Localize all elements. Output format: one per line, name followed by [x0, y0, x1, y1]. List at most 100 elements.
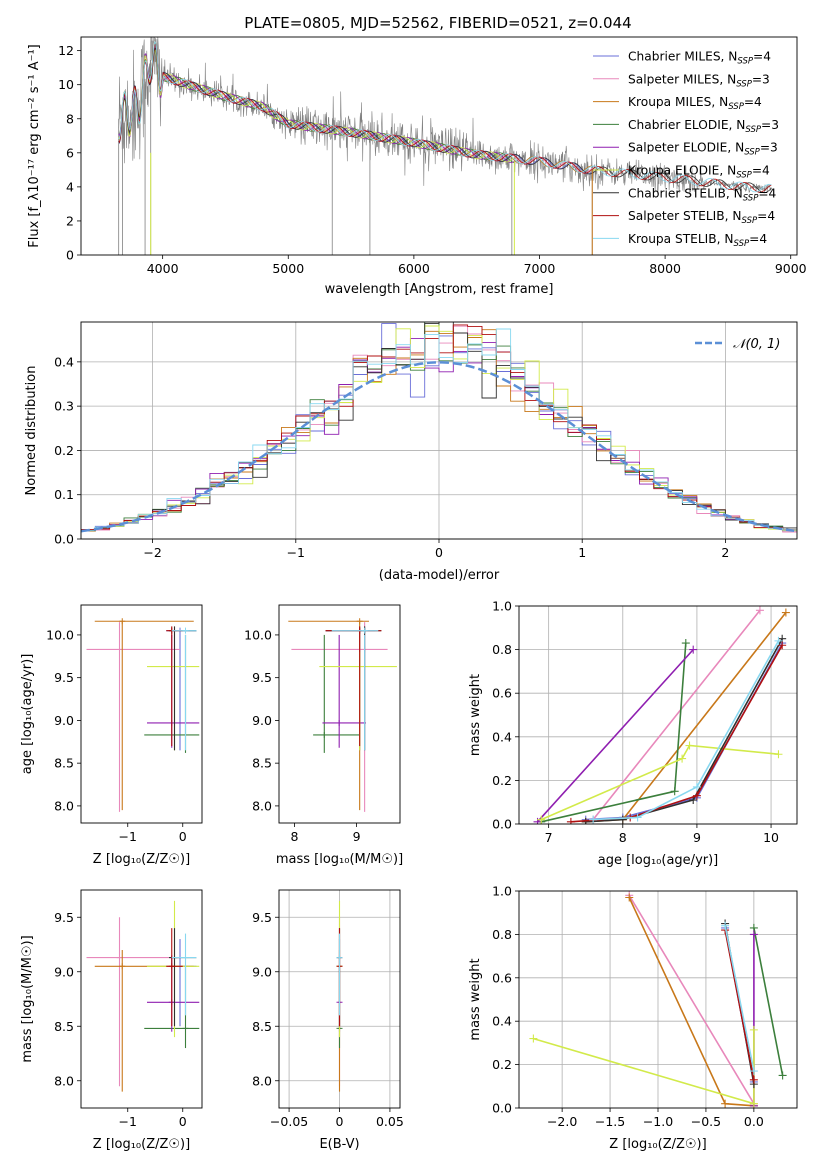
data-point: [361, 627, 368, 634]
y-tick-label: 4: [66, 179, 74, 194]
y-tick-label: 0.8: [492, 642, 512, 657]
series-line-salpeter-miles: [592, 609, 761, 821]
series-marker: [778, 1071, 787, 1080]
series-marker: [749, 1075, 758, 1084]
series-marker: [529, 1034, 538, 1043]
x-tick-label: −1: [119, 1114, 137, 1129]
model-line-kroupa-elodie: [118, 49, 515, 163]
hist-step-chabrier-elodie: [81, 322, 797, 532]
series-line-chabrier-stelib: [585, 638, 783, 823]
x-tick-label: 4000: [147, 261, 179, 276]
age-vs-mass-axes: 8 9 8.0 8.5 9.0 9.5 10.0 mass [log₁₀(M/M☉)]: [244, 604, 403, 867]
x-tick-label: 8: [291, 829, 299, 844]
series-marker: [721, 921, 730, 930]
plot-area: [336, 900, 343, 1092]
x-tick-label: 10: [763, 830, 779, 845]
x-axis-label: Z [log₁₀(Z/Z☉)]: [609, 1137, 706, 1152]
x-tick-label: 0: [179, 1114, 187, 1129]
y-axis-label: mass [log₁₀(M/M☉)]: [20, 935, 35, 1062]
x-tick-label: 8: [619, 830, 627, 845]
legend: Chabrier MILES, NSSP=4 Salpeter MILES, NS…: [593, 50, 779, 249]
series-marker: [781, 608, 790, 617]
data-point: [116, 646, 123, 653]
x-axis-label: Z [log₁₀(Z/Z☉)]: [93, 1137, 190, 1152]
x-tick-label: 0: [435, 545, 443, 560]
y-tick-label: 0.6: [492, 686, 512, 701]
x-tick-label: −2: [143, 545, 161, 560]
series-marker: [692, 791, 701, 800]
series-marker: [678, 754, 687, 763]
weight-vs-z-axes: −2.0 −1.5 −1.0 −0.5 0.0 0.0 0.2 0.4 0.6 0.8 1.0 Z […: [468, 884, 798, 1152]
legend-entry: Salpeter MILES, NSSP=3: [628, 72, 770, 89]
y-tick-label: 8.0: [252, 1073, 272, 1088]
legend-entry: Salpeter ELODIE, NSSP=3: [628, 141, 778, 158]
series-marker: [692, 782, 701, 791]
series-marker: [749, 930, 758, 939]
y-tick-label: 0.0: [492, 817, 512, 832]
axes-frame: [518, 890, 798, 1109]
y-tick-label: 0.0: [54, 532, 74, 547]
series-line-kroupa-elodie: [540, 744, 779, 821]
series-marker: [774, 636, 783, 645]
y-axis-label: mass weight: [468, 958, 483, 1040]
x-tick-label: −0.05: [270, 1114, 308, 1129]
plot-area: [529, 891, 787, 1108]
y-tick-label: 0.0: [492, 1101, 512, 1116]
series-marker: [755, 606, 764, 615]
y-tick-label: 0.4: [492, 729, 512, 744]
y-tick-label: 9.0: [54, 713, 74, 728]
series-marker: [685, 741, 694, 750]
legend-entry: Kroupa MILES, NSSP=4: [628, 95, 762, 112]
x-axis-label: wavelength [Angstrom, rest frame]: [325, 282, 554, 297]
axes-frame: [80, 321, 798, 540]
series-marker: [618, 815, 627, 824]
series-line-salpeter-stelib: [570, 644, 783, 823]
legend-entry: Chabrier STELIB, NSSP=4: [628, 186, 777, 203]
y-tick-label: 0.4: [492, 1014, 512, 1029]
model-line-chabrier-stelib: [118, 47, 772, 194]
data-point: [182, 1025, 189, 1032]
normal-curve: [81, 361, 795, 533]
x-axis-label: (data-model)/error: [379, 568, 500, 583]
data-point: [119, 618, 126, 625]
series-marker: [681, 639, 690, 648]
data-point: [336, 954, 343, 961]
x-tick-label: 7000: [524, 261, 556, 276]
series-marker: [749, 1067, 758, 1076]
residual-axes: −2 −1 0 1 2 0.0 0.1 0.2 0.3 0.4 (data-model)/error…: [24, 321, 798, 583]
y-tick-label: 0.4: [54, 354, 74, 369]
series-line-chabrier-elodie: [753, 927, 784, 1076]
series-line-kroupa-stelib: [724, 925, 755, 1072]
y-tick-label: 1.0: [492, 599, 512, 614]
x-tick-label: 2: [721, 545, 729, 560]
data-point: [116, 954, 123, 961]
x-tick-label: 1: [578, 545, 586, 560]
y-tick-label: 9.5: [252, 910, 272, 925]
x-tick-label: −1: [287, 545, 305, 560]
y-tick-label: 10.0: [244, 627, 272, 642]
model-line-kroupa-stelib: [118, 40, 772, 193]
data-spectrum-line: [118, 37, 772, 196]
axes-frame: [80, 889, 203, 1109]
x-axis-label: E(B-V): [319, 1137, 359, 1152]
y-axis-label: Normed distribution: [24, 366, 39, 496]
series-marker: [633, 813, 642, 822]
data-point: [119, 963, 126, 970]
model-line-chabrier-miles: [118, 46, 593, 175]
x-tick-label: −2.0: [547, 1114, 577, 1129]
data-point: [336, 719, 343, 726]
series-marker: [566, 817, 575, 824]
axes-frame: [80, 36, 798, 256]
series-line-salpeter-stelib: [724, 929, 755, 1080]
y-tick-label: 0.2: [54, 443, 74, 458]
data-point: [182, 627, 189, 634]
legend-entry: Chabrier ELODIE, NSSP=3: [628, 118, 779, 135]
series-line-salpeter-miles: [628, 894, 755, 1105]
age-vs-z-axes: −1 0 8.0 8.5 9.0 9.5 10.0 Z [log₁₀(Z/Z☉)] age [l…: [20, 604, 203, 867]
x-tick-label: 9000: [775, 261, 807, 276]
plot-area: [118, 37, 772, 255]
y-tick-label: 12: [58, 43, 74, 58]
y-tick-label: 10: [58, 77, 74, 92]
hist-step-kroupa-stelib: [81, 328, 797, 531]
x-tick-label: 0: [336, 1114, 344, 1129]
